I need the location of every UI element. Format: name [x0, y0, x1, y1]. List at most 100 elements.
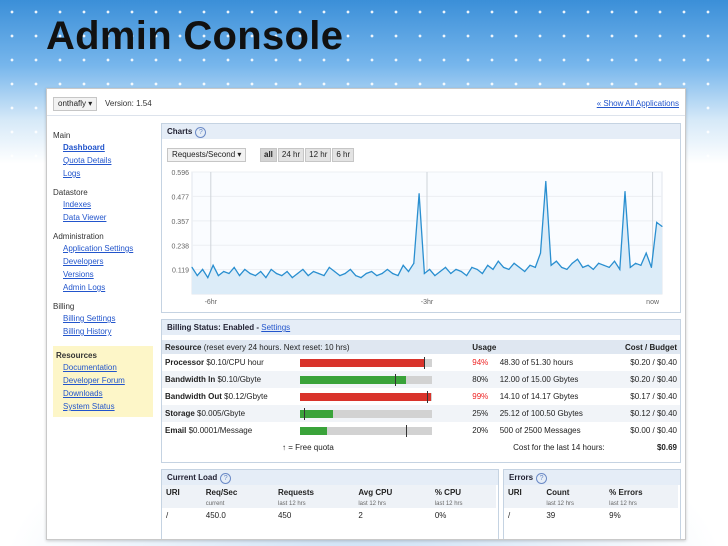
- resource-name: Processor: [165, 358, 205, 367]
- chart-metric-select[interactable]: Requests/Second ▾: [167, 148, 247, 162]
- range-tab-6-hr[interactable]: 6 hr: [332, 148, 355, 162]
- cost-budget: $0.20 / $0.40: [630, 358, 677, 367]
- sidebar-item-logs[interactable]: Logs: [63, 169, 81, 178]
- sidebar-item-downloads[interactable]: Downloads: [63, 389, 103, 398]
- column-header-errors: % Errors: [605, 485, 678, 499]
- data-point: [355, 274, 357, 277]
- data-point: [608, 266, 610, 268]
- data-point: [413, 262, 415, 264]
- show-all-applications-link[interactable]: « Show All Applications: [596, 99, 679, 108]
- data-point: [603, 264, 605, 266]
- resource-cell: Storage $0.005/Gbyte: [162, 405, 298, 422]
- usage-bar-cell: [297, 354, 469, 371]
- free-quota-legend-label: = Free quota: [288, 443, 334, 452]
- range-tab-24-hr[interactable]: 24 hr: [277, 148, 305, 162]
- data-point: [455, 268, 457, 271]
- data-point: [349, 268, 352, 271]
- usage-amount: 14.10 of 14.17 Gbytes: [499, 392, 579, 401]
- data-point: [656, 221, 658, 223]
- data-point: [291, 277, 293, 279]
- sidebar-item-indexes[interactable]: Indexes: [63, 200, 92, 209]
- data-point: [333, 270, 336, 273]
- data-point: [539, 252, 542, 254]
- help-icon[interactable]: ?: [220, 473, 232, 484]
- current-load-heading: Current Load?: [162, 470, 498, 485]
- top-bar: onthafly ▾ Version: 1.54 « Show All Appl…: [47, 89, 685, 116]
- data-point: [650, 266, 653, 268]
- help-icon[interactable]: ?: [536, 473, 548, 484]
- data-point: [360, 277, 362, 279]
- billing-row-bandwidth-out: Bandwidth Out $0.12/Gbyte 99% 14.10 of 14.…: [162, 388, 680, 405]
- data-point: [513, 262, 515, 264]
- table-cell: 0%: [434, 510, 447, 520]
- admin-console-screenshot: onthafly ▾ Version: 1.54 « Show All Appl…: [46, 88, 686, 540]
- data-point: [571, 262, 573, 264]
- table-row[interactable]: / 39 9%: [504, 508, 678, 522]
- data-point: [370, 270, 373, 273]
- range-tab-all[interactable]: all: [260, 148, 277, 162]
- table-cell: 39: [546, 510, 556, 520]
- usage-bar: [300, 424, 433, 437]
- x-tick-label: now: [646, 299, 660, 306]
- errors-heading-label: Errors: [509, 473, 534, 482]
- data-point: [466, 274, 468, 277]
- data-point: [249, 272, 251, 275]
- column-subheader: last 12 hrs: [273, 499, 355, 508]
- sidebar-item-developers[interactable]: Developers: [63, 257, 104, 266]
- data-point: [344, 272, 346, 275]
- usage-bar: [300, 390, 433, 403]
- app-selector[interactable]: onthafly ▾: [53, 97, 98, 111]
- errors-heading: Errors?: [504, 470, 680, 485]
- sidebar-item-documentation[interactable]: Documentation: [63, 363, 117, 372]
- data-point: [634, 262, 637, 264]
- usage-percent: 80%: [469, 371, 497, 388]
- data-point: [476, 268, 478, 271]
- resource-name: Email: [165, 426, 187, 435]
- free-quota-marker: [424, 356, 426, 369]
- usage-bar: [300, 356, 433, 369]
- sidebar-item-dashboard[interactable]: Dashboard: [63, 143, 105, 152]
- data-point: [328, 266, 330, 268]
- reset-note: (reset every 24 hours. Next reset: 10 hr…: [203, 342, 350, 352]
- usage-bar-fill: [300, 409, 334, 418]
- column-subheader: last 12 hrs: [430, 499, 496, 508]
- column-header-requests: Requests: [273, 485, 355, 499]
- data-point: [397, 274, 399, 277]
- requests-chart: 0.596 0.477 0.357 0.238 0.119 -6hr -3hr now: [171, 170, 663, 306]
- resource-rate: $0.0001/Message: [188, 426, 253, 435]
- billing-table: Resource (reset every 24 hours. Next res…: [162, 340, 680, 456]
- sidebar-item-data-viewer[interactable]: Data Viewer: [63, 213, 107, 222]
- sidebar-heading: Main: [53, 131, 71, 140]
- sidebar-item-admin-logs[interactable]: Admin Logs: [63, 283, 106, 292]
- data-point: [640, 264, 642, 266]
- usage-percent: 94%: [472, 358, 489, 367]
- usage-bar: [300, 373, 433, 386]
- column-header-req-sec: Req/Sec: [201, 485, 274, 499]
- data-point: [487, 264, 489, 266]
- range-tab-12-hr[interactable]: 12 hr: [305, 148, 332, 162]
- data-point: [270, 268, 272, 271]
- data-point: [260, 270, 262, 273]
- data-point: [492, 268, 494, 271]
- table-row[interactable]: / 450.0 450 2 0%: [162, 508, 496, 522]
- sidebar-item-application-settings[interactable]: Application Settings: [63, 244, 134, 253]
- column-subheader: last 12 hrs: [605, 499, 678, 508]
- column-header-avg-cpu: Avg CPU: [354, 485, 431, 499]
- current-load-panel: Current Load? URI Req/Sec Requests Avg CPU%…: [161, 469, 499, 539]
- sidebar-item-billing-history[interactable]: Billing History: [63, 327, 112, 336]
- data-point: [418, 193, 420, 195]
- sidebar-item-versions[interactable]: Versions: [63, 270, 94, 279]
- resource-rate: $0.10/CPU hour: [206, 358, 264, 367]
- sidebar-item-developer-forum[interactable]: Developer Forum: [63, 376, 125, 385]
- usage-bar-fill: [300, 392, 432, 401]
- sidebar-item-billing-settings[interactable]: Billing Settings: [63, 314, 116, 323]
- usage-bar-fill: [300, 375, 406, 384]
- sidebar-item-system-status[interactable]: System Status: [63, 402, 115, 411]
- data-point: [318, 272, 320, 275]
- help-icon[interactable]: ?: [195, 127, 207, 138]
- data-point: [302, 268, 304, 271]
- cost-total-value: $0.69: [656, 443, 677, 452]
- data-point: [576, 258, 579, 260]
- sidebar-item-quota-details[interactable]: Quota Details: [63, 156, 112, 165]
- billing-settings-link[interactable]: Settings: [261, 323, 291, 332]
